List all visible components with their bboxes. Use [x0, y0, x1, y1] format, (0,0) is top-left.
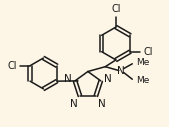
Text: Cl: Cl — [144, 47, 153, 57]
Text: N: N — [64, 74, 72, 84]
Text: Cl: Cl — [111, 4, 121, 14]
Text: N: N — [98, 99, 105, 109]
Text: Me: Me — [136, 76, 150, 85]
Text: Me: Me — [136, 58, 150, 67]
Text: N: N — [117, 66, 125, 76]
Text: Cl: Cl — [7, 61, 17, 71]
Text: N: N — [104, 74, 111, 84]
Text: N: N — [70, 99, 78, 109]
